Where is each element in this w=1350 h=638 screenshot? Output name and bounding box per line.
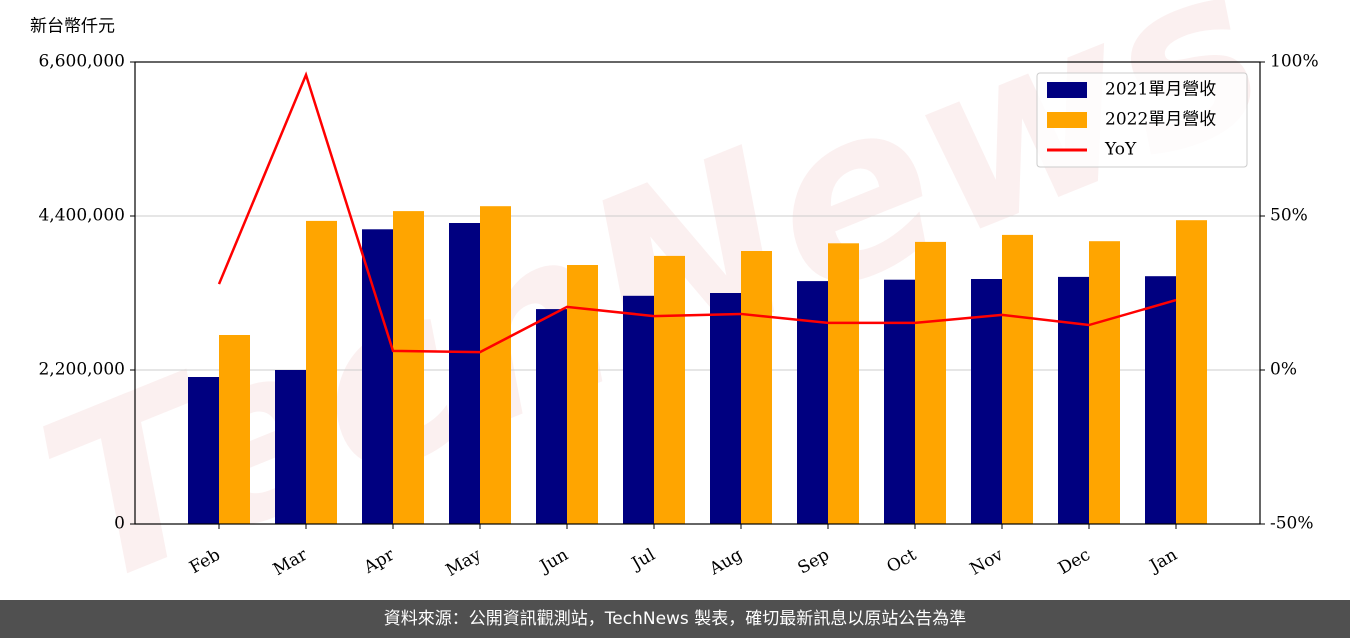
y2-tick-label: 0% (1270, 360, 1297, 380)
legend: 2021單月營收 2022單月營收 YoY (1036, 72, 1248, 168)
bar (797, 281, 828, 524)
bar (306, 220, 337, 524)
bar (449, 223, 480, 524)
footer: 資料來源：公開資訊觀測站，TechNews 製表，確切最新訊息以原站公告為準 (0, 600, 1350, 638)
bar (884, 279, 915, 524)
line (217, 71, 1177, 354)
bar (1145, 276, 1176, 524)
y2-tick-label: 50% (1270, 206, 1308, 226)
x-tick-label: Jan (1145, 545, 1181, 577)
y-tick-label: 4,400,000 (38, 206, 125, 226)
chart: 新台幣仟元 TechNews02,200,0004,400,0006,600,0… (10, 0, 1319, 638)
bar (915, 241, 946, 524)
x-tick-label: Dec (1055, 545, 1094, 579)
bar (362, 229, 393, 525)
x-tick-label: May (443, 545, 486, 581)
x-tick-label: Jun (535, 545, 572, 578)
legend-label: 2021單月營收 (1105, 80, 1216, 100)
x-tick-label: Oct (884, 545, 920, 578)
bar (828, 243, 859, 525)
bar (741, 251, 772, 524)
bar (654, 255, 685, 524)
legend-label: 2022單月營收 (1105, 110, 1216, 130)
x-tick-label: Aug (705, 545, 746, 580)
plot-frame (134, 61, 1261, 525)
legend-label: YoY (1104, 140, 1137, 160)
y-tick-label: 0 (114, 514, 125, 534)
y-tick-label: 6,600,000 (38, 52, 125, 72)
bar (710, 293, 741, 524)
bar (1058, 276, 1089, 524)
x-tick-label: Jul (627, 545, 659, 575)
legend-swatch (1047, 112, 1087, 128)
legend-swatch (1047, 82, 1087, 98)
bar (480, 206, 511, 524)
y-tick-label: 2,200,000 (38, 360, 125, 380)
bar (275, 370, 306, 524)
bar (219, 335, 250, 524)
x-tick-label: Sep (795, 545, 833, 579)
legend-box (1036, 72, 1248, 168)
bar (971, 279, 1002, 524)
bar (1002, 234, 1033, 524)
y2-tick-label: 100% (1270, 52, 1319, 72)
bar (567, 265, 598, 524)
y2-tick-label: -50% (1270, 514, 1314, 534)
bar (393, 211, 424, 524)
bar (1176, 220, 1207, 524)
bar (623, 295, 654, 524)
y-axis-title: 新台幣仟元 (30, 17, 115, 37)
bar (188, 377, 219, 524)
x-tick-label: Nov (967, 545, 1007, 580)
bar (536, 309, 567, 524)
x-tick-label: Apr (360, 544, 399, 578)
bar (1089, 241, 1120, 524)
